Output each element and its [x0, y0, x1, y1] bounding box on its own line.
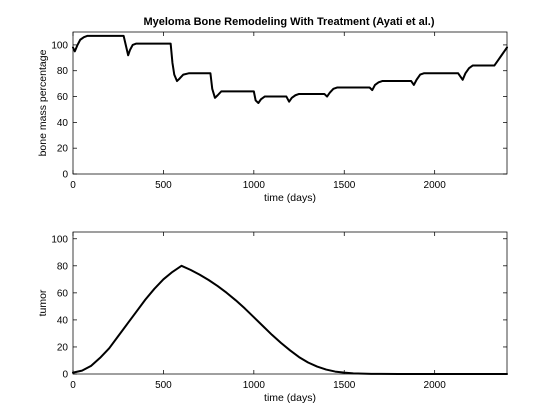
y-tick-label: 40	[57, 118, 69, 129]
y-tick-label: 0	[62, 370, 68, 381]
y-axis-label: tumor	[37, 289, 49, 316]
y-tick-label: 20	[57, 144, 69, 155]
x-tick-label: 0	[70, 380, 76, 391]
x-tick-label: 1000	[243, 180, 266, 191]
y-tick-label: 40	[57, 315, 69, 326]
y-tick-label: 20	[57, 342, 69, 353]
x-tick-label: 1000	[243, 380, 266, 391]
y-axis-label: bone mass percentage	[37, 49, 49, 156]
x-tick-label: 2000	[424, 380, 447, 391]
x-axis-label: time (days)	[264, 192, 316, 204]
x-tick-label: 1500	[333, 180, 356, 191]
y-tick-label: 60	[57, 92, 69, 103]
tumor-panel: 0 500 1000 1500 2000 0 20 40 60 80 100 time (days) t…	[37, 231, 508, 404]
series-line-0	[72, 264, 508, 375]
chart-title: Myeloma Bone Remodeling With Treatment (…	[143, 16, 434, 28]
x-tick-label: 500	[155, 380, 172, 391]
x-tick-label: 500	[155, 180, 172, 191]
x-axis-label: time (days)	[264, 392, 316, 404]
y-tick-label: 60	[57, 288, 69, 299]
x-tick-label: 0	[70, 180, 76, 191]
y-tick-label: 100	[51, 40, 68, 51]
axes-box	[72, 231, 508, 375]
axes-box	[72, 31, 508, 175]
y-tick-label: 80	[57, 261, 69, 272]
x-tick-label: 2000	[424, 180, 447, 191]
y-tick-label: 80	[57, 66, 69, 77]
bone-mass-panel: 0 500 1000 1500 2000 0 20 40 60 80 100 time (days) b…	[37, 31, 508, 204]
series-line-0	[72, 34, 508, 104]
y-tick-label: 0	[62, 170, 68, 181]
x-tick-label: 1500	[333, 380, 356, 391]
y-tick-label: 100	[51, 234, 68, 245]
